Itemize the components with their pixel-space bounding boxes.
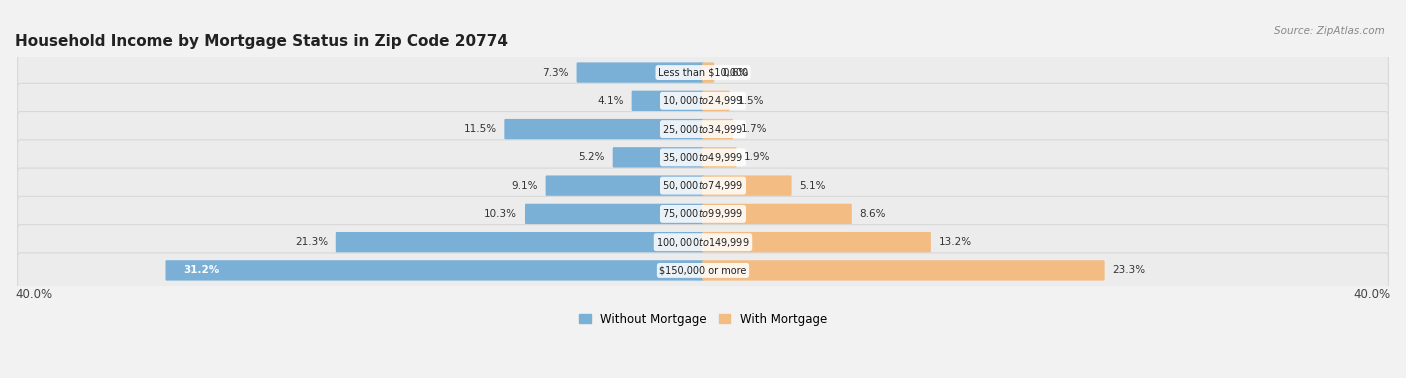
Text: $25,000 to $34,999: $25,000 to $34,999 xyxy=(662,122,744,136)
FancyBboxPatch shape xyxy=(524,204,704,224)
Text: Household Income by Mortgage Status in Zip Code 20774: Household Income by Mortgage Status in Z… xyxy=(15,34,508,49)
FancyBboxPatch shape xyxy=(702,175,792,196)
Text: $75,000 to $99,999: $75,000 to $99,999 xyxy=(662,208,744,220)
Text: 23.3%: 23.3% xyxy=(1112,265,1146,276)
FancyBboxPatch shape xyxy=(631,91,704,111)
FancyBboxPatch shape xyxy=(576,62,704,83)
FancyBboxPatch shape xyxy=(702,232,931,253)
Text: 5.1%: 5.1% xyxy=(800,181,825,191)
Text: $100,000 to $149,999: $100,000 to $149,999 xyxy=(657,235,749,249)
Text: $150,000 or more: $150,000 or more xyxy=(659,265,747,276)
FancyBboxPatch shape xyxy=(166,260,704,280)
Text: $10,000 to $24,999: $10,000 to $24,999 xyxy=(662,94,744,107)
Text: 8.6%: 8.6% xyxy=(859,209,886,219)
FancyBboxPatch shape xyxy=(18,168,1388,203)
FancyBboxPatch shape xyxy=(18,253,1388,288)
FancyBboxPatch shape xyxy=(18,225,1388,260)
Text: 31.2%: 31.2% xyxy=(184,265,219,276)
FancyBboxPatch shape xyxy=(702,91,730,111)
Text: 13.2%: 13.2% xyxy=(939,237,972,247)
FancyBboxPatch shape xyxy=(18,112,1388,147)
FancyBboxPatch shape xyxy=(702,62,714,83)
Text: 7.3%: 7.3% xyxy=(543,68,569,77)
Legend: Without Mortgage, With Mortgage: Without Mortgage, With Mortgage xyxy=(574,308,832,330)
FancyBboxPatch shape xyxy=(702,119,733,139)
Text: 21.3%: 21.3% xyxy=(295,237,328,247)
FancyBboxPatch shape xyxy=(18,55,1388,90)
FancyBboxPatch shape xyxy=(18,140,1388,175)
FancyBboxPatch shape xyxy=(613,147,704,167)
Text: 4.1%: 4.1% xyxy=(598,96,624,106)
Text: 9.1%: 9.1% xyxy=(512,181,538,191)
Text: 10.3%: 10.3% xyxy=(484,209,517,219)
FancyBboxPatch shape xyxy=(505,119,704,139)
Text: 5.2%: 5.2% xyxy=(578,152,605,163)
FancyBboxPatch shape xyxy=(702,147,737,167)
Text: 11.5%: 11.5% xyxy=(464,124,496,134)
Text: 1.9%: 1.9% xyxy=(744,152,770,163)
Text: 40.0%: 40.0% xyxy=(15,288,52,301)
FancyBboxPatch shape xyxy=(18,83,1388,118)
Text: 1.5%: 1.5% xyxy=(737,96,763,106)
Text: 1.7%: 1.7% xyxy=(741,124,768,134)
Text: $35,000 to $49,999: $35,000 to $49,999 xyxy=(662,151,744,164)
Text: 0.6%: 0.6% xyxy=(721,68,748,77)
Text: $50,000 to $74,999: $50,000 to $74,999 xyxy=(662,179,744,192)
FancyBboxPatch shape xyxy=(702,204,852,224)
FancyBboxPatch shape xyxy=(702,260,1105,280)
FancyBboxPatch shape xyxy=(546,175,704,196)
Text: 40.0%: 40.0% xyxy=(1354,288,1391,301)
FancyBboxPatch shape xyxy=(336,232,704,253)
Text: Source: ZipAtlas.com: Source: ZipAtlas.com xyxy=(1274,26,1385,36)
FancyBboxPatch shape xyxy=(18,196,1388,231)
Text: Less than $10,000: Less than $10,000 xyxy=(658,68,748,77)
